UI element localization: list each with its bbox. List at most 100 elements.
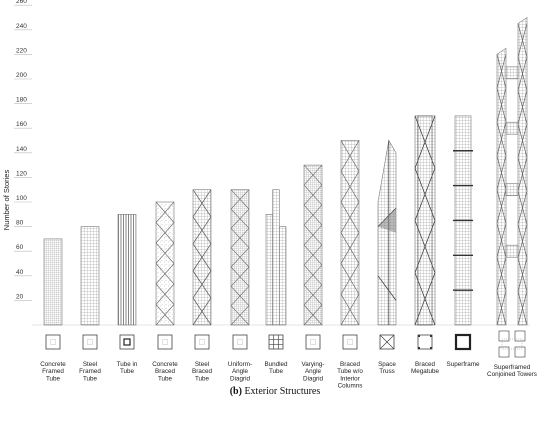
label-line: Truss [379, 368, 395, 375]
tick-label: 60 [16, 244, 24, 251]
diagrid-line [230, 189, 250, 210]
floor-plan-icons [45, 330, 526, 358]
label-line: Superframed [494, 364, 531, 371]
plan-icon-8 [305, 334, 321, 350]
diagrid-line [155, 242, 175, 264]
diagrid-line [155, 201, 175, 223]
brace-line [496, 189, 507, 224]
plan-icon-12 [454, 333, 472, 351]
plan-square [498, 330, 510, 342]
brace-line [517, 190, 528, 225]
plan-superframe [454, 333, 472, 351]
tower-body [155, 201, 175, 326]
brace-line [496, 88, 507, 123]
diagrid-line [155, 304, 175, 326]
brace-line [496, 155, 507, 190]
plan-icon-13 [498, 330, 526, 358]
label-line: Tube in [117, 361, 138, 368]
brace-line [192, 297, 212, 326]
system-label-4: Concrete Braced Tube [152, 361, 178, 382]
brace-line [517, 291, 528, 326]
brace-line [414, 115, 436, 169]
label-line: Braced [415, 361, 435, 368]
diagrid-line [155, 222, 175, 244]
tower-body [80, 226, 100, 326]
label-line: Uniform- [228, 361, 252, 368]
label-line: Concrete [40, 361, 66, 368]
diagrid-line [303, 284, 323, 306]
brace-line [340, 201, 360, 233]
brace-line [414, 168, 436, 221]
tick-label: 140 [16, 146, 27, 153]
plan-icon-3 [119, 334, 135, 350]
diagrid-line [230, 305, 250, 326]
system-label-5: Steel Braced Tube [192, 361, 212, 382]
brace-line [414, 272, 436, 326]
system-label-8: Varying-Angle Diagrid [302, 361, 325, 382]
system-label-12: Superframe [447, 361, 480, 368]
tick-label: 160 [16, 121, 27, 128]
tower-12 [453, 115, 473, 326]
brace-line [192, 243, 212, 272]
tower-8 [303, 164, 323, 326]
diagrid-line [155, 263, 175, 285]
plan-square [514, 330, 526, 342]
sky-bridge [505, 121, 519, 135]
caption-text: Exterior Structures [242, 386, 320, 397]
plan-icon-6 [232, 334, 248, 350]
plan-corner-column [418, 335, 420, 337]
caption-prefix: (b) [230, 386, 242, 397]
plan-core [87, 339, 93, 345]
label-line: Tube [195, 375, 210, 382]
sky-bridge [505, 183, 519, 196]
tower-2 [80, 226, 100, 326]
tick-label: 180 [16, 97, 27, 104]
tower-body [340, 140, 360, 326]
brace-line [192, 216, 212, 245]
plan-core [199, 339, 205, 345]
brace-line [517, 23, 528, 58]
system-label-6: Uniform-Angle Diagrid [228, 361, 252, 382]
plan-core [310, 339, 316, 345]
label-line: Tube [158, 375, 173, 382]
plan-diagonals [379, 334, 395, 350]
system-label-3: Tube in Tube [117, 361, 138, 375]
brace-line [496, 257, 507, 292]
plan-icon-9 [342, 334, 358, 350]
y-axis: 20 40 60 80 100 120 140 160 180 200 220 240 260 [14, 0, 530, 326]
tower-5 [192, 189, 212, 326]
tick-label: 100 [16, 195, 27, 202]
brace-line [517, 123, 528, 158]
tick-label: 240 [16, 23, 27, 30]
plan-corner-column [418, 347, 420, 349]
system-label-11: Braced Megatube [411, 361, 440, 375]
label-line: Columns [338, 383, 363, 390]
left-tower [496, 47, 507, 326]
plan-outline [417, 334, 433, 350]
diagrid-line [303, 164, 323, 186]
tower-1 [43, 238, 63, 326]
label-line: Steel [83, 361, 97, 368]
plan-outline [379, 334, 395, 350]
sky-bridge [505, 244, 519, 258]
system-label-2: Steel Framed Tube [79, 361, 101, 382]
tower-11 [414, 115, 436, 326]
diagrid-line [230, 266, 250, 287]
plan-outline [82, 334, 98, 350]
brace-line [496, 121, 507, 156]
brace-line [340, 171, 360, 203]
label-line: Varying- [302, 361, 325, 368]
plan-outline [119, 334, 135, 350]
plan-corner-column [430, 347, 432, 349]
tower-body [117, 214, 137, 326]
plan-link [501, 338, 523, 350]
label-line: Tube [120, 368, 135, 375]
sky-bridge [505, 66, 519, 80]
diagrid-line [303, 184, 323, 206]
label-line: Conjoined Towers [487, 371, 537, 378]
diagrid-line [303, 224, 323, 246]
diagrid-line [230, 286, 250, 306]
tick-label: 80 [16, 220, 24, 227]
y-axis-label: Number of Stories [2, 170, 11, 231]
